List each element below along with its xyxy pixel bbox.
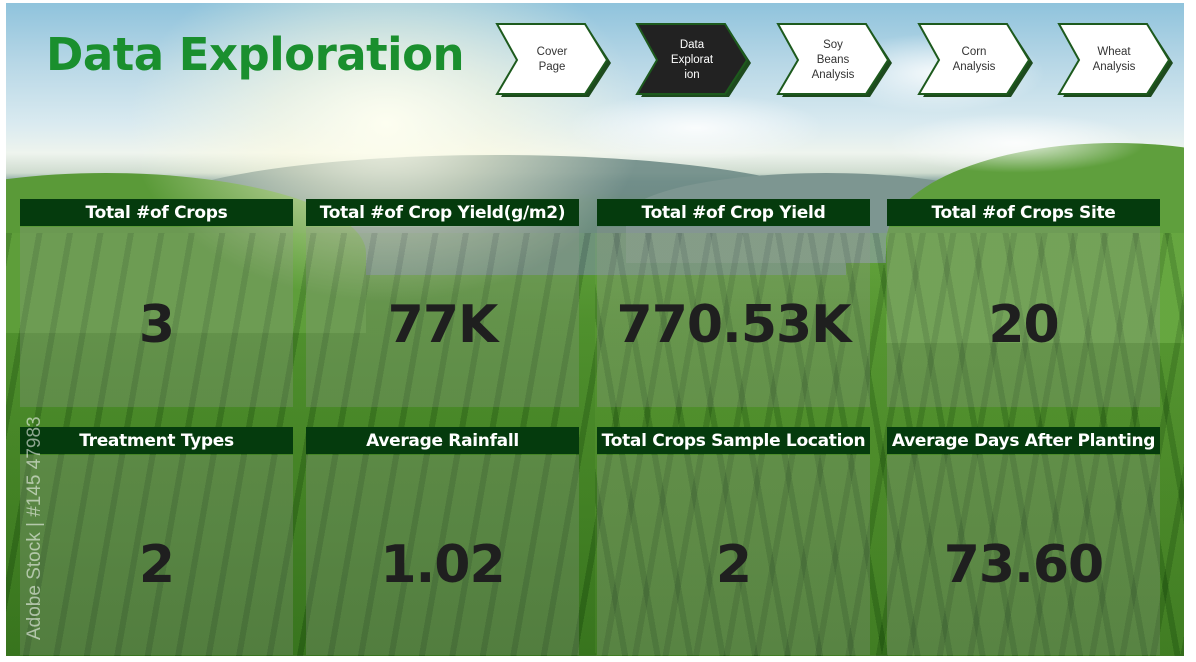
kpi-total-crop-yield-gm2-card[interactable]: Total #of Crop Yield(g/m2) 77K	[306, 199, 579, 419]
kpi-total-crops-sample-location-card[interactable]: Total Crops Sample Location 2	[597, 427, 870, 655]
card-background	[597, 227, 870, 407]
kpi-average-days-after-planting-card[interactable]: Average Days After Planting 73.60	[887, 427, 1160, 655]
nav-wheat-analysis-button[interactable]: Wheat Analysis	[1057, 22, 1175, 98]
card-header: Total Crops Sample Location	[597, 427, 870, 454]
card-background	[306, 227, 579, 407]
nav-label: Data Explorat ion	[670, 38, 714, 81]
kpi-treatment-types-card[interactable]: Treatment Types 2	[20, 427, 293, 655]
nav-cover-page-button[interactable]: Cover Page	[495, 22, 613, 98]
card-background	[887, 455, 1160, 655]
chevron-shape	[635, 23, 751, 97]
card-value: 20	[988, 295, 1059, 355]
card-header: Average Rainfall	[306, 427, 579, 454]
nav-corn-analysis-button[interactable]: Corn Analysis	[917, 22, 1035, 98]
kpi-total-crops-card[interactable]: Total #of Crops 3	[20, 199, 293, 419]
card-background	[306, 455, 579, 655]
chevron-shape	[495, 23, 611, 97]
card-header: Total #of Crop Yield	[597, 199, 870, 226]
nav-label: Soy Beans Analysis	[811, 38, 855, 81]
card-header: Total #of Crops Site	[887, 199, 1160, 226]
card-background	[597, 455, 870, 655]
card-background	[887, 227, 1160, 407]
frame-edge	[1184, 0, 1196, 662]
nav-label: Corn Analysis	[952, 46, 996, 73]
card-value: 77K	[387, 295, 499, 355]
kpi-total-crops-site-card[interactable]: Total #of Crops Site 20	[887, 199, 1160, 419]
kpi-average-rainfall-card[interactable]: Average Rainfall 1.02	[306, 427, 579, 655]
page-title: Data Exploration	[46, 28, 465, 81]
chevron-shape	[917, 23, 1033, 97]
kpi-total-crop-yield-card[interactable]: Total #of Crop Yield 770.53K	[597, 199, 870, 419]
card-header: Treatment Types	[20, 427, 293, 454]
card-value: 2	[138, 535, 175, 595]
stock-watermark: Adobe Stock | #145 47983	[24, 416, 45, 640]
card-header: Total #of Crops	[20, 199, 293, 226]
nav-data-exploration-button[interactable]: Data Explorat ion	[635, 22, 753, 98]
card-value: 3	[138, 295, 175, 355]
card-header: Total #of Crop Yield(g/m2)	[306, 199, 579, 226]
chevron-shape	[776, 23, 892, 97]
card-value: 770.53K	[616, 295, 852, 355]
nav-label: Cover Page	[536, 46, 568, 73]
card-header: Average Days After Planting	[887, 427, 1160, 454]
nav-soy-beans-analysis-button[interactable]: Soy Beans Analysis	[776, 22, 894, 98]
card-value: 1.02	[380, 535, 505, 595]
card-background	[20, 455, 293, 655]
card-background	[20, 227, 293, 407]
frame-edge	[0, 656, 1196, 662]
card-value: 2	[715, 535, 752, 595]
card-value: 73.60	[943, 535, 1104, 595]
cloud	[566, 93, 826, 163]
cloud	[886, 113, 1146, 173]
nav-label: Wheat Analysis	[1092, 46, 1136, 73]
chevron-shape	[1057, 23, 1173, 97]
